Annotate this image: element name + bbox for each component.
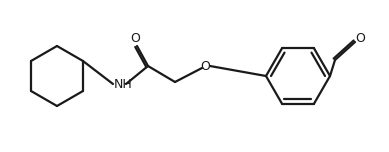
Text: O: O: [130, 33, 140, 45]
Text: O: O: [200, 59, 210, 73]
Text: O: O: [355, 31, 365, 45]
Text: NH: NH: [114, 78, 133, 90]
